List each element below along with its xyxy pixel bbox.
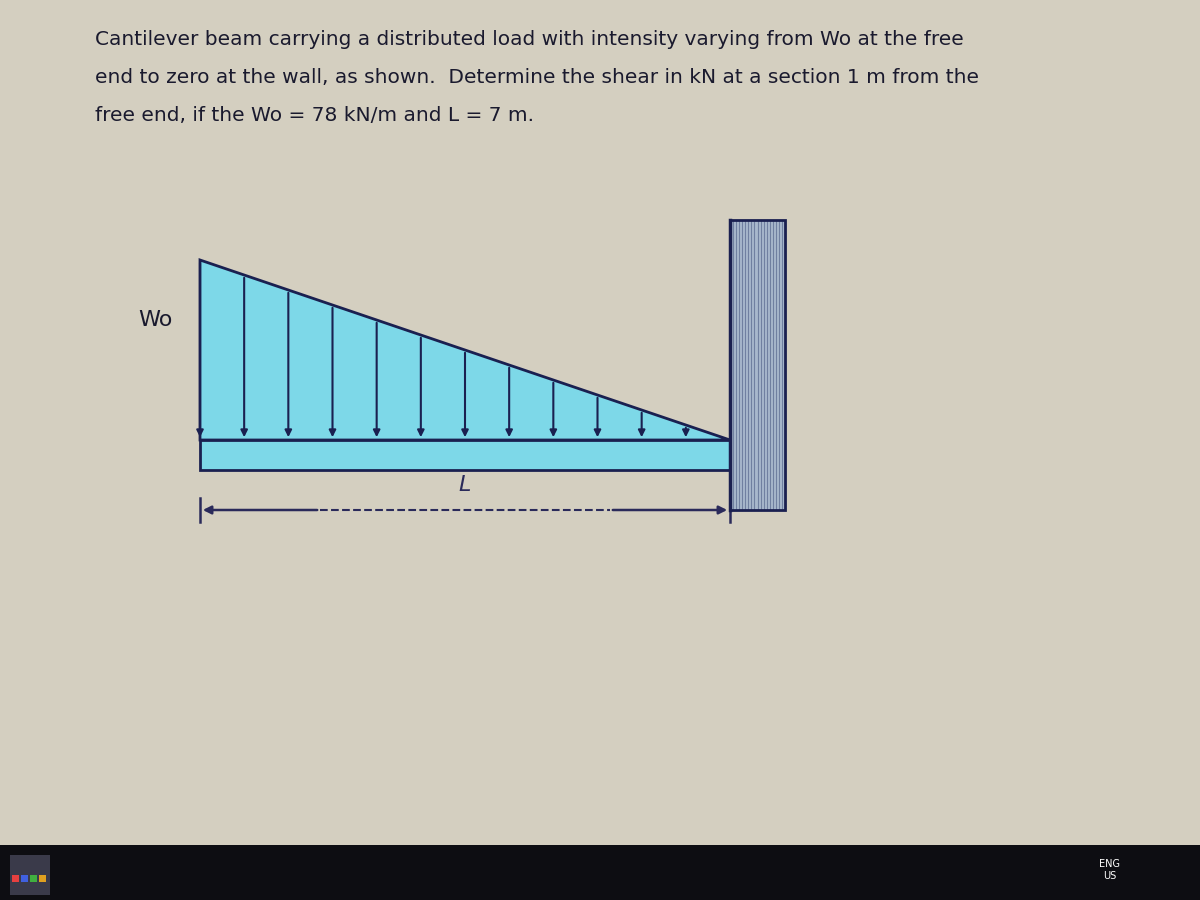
Text: free end, if the Wo = 78 kN/m and L = 7 m.: free end, if the Wo = 78 kN/m and L = 7 … <box>95 106 534 125</box>
Text: end to zero at the wall, as shown.  Determine the shear in kN at a section 1 m f: end to zero at the wall, as shown. Deter… <box>95 68 979 87</box>
Bar <box>22 875 28 882</box>
Bar <box>30 875 37 882</box>
Bar <box>0 845 1200 900</box>
Text: L: L <box>458 475 472 495</box>
Bar <box>730 220 785 510</box>
Bar <box>10 855 50 895</box>
Bar <box>730 220 785 510</box>
Polygon shape <box>200 260 730 440</box>
Bar <box>200 440 730 470</box>
Bar <box>38 875 46 882</box>
Text: Wo: Wo <box>138 310 172 330</box>
Bar <box>12 875 19 882</box>
Text: Cantilever beam carrying a distributed load with intensity varying from Wo at th: Cantilever beam carrying a distributed l… <box>95 30 964 49</box>
Text: ENG
US: ENG US <box>1099 860 1121 881</box>
